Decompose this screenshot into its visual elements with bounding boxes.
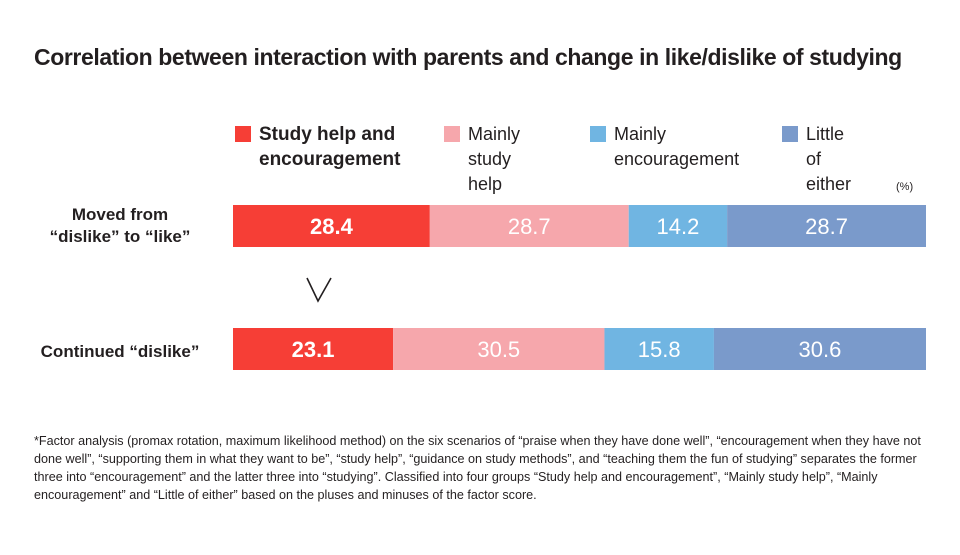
legend-swatch bbox=[444, 126, 460, 142]
legend-swatch bbox=[235, 126, 251, 142]
legend-label: Mainly encouragement bbox=[614, 124, 740, 169]
bar-segment-row1-series3 bbox=[713, 328, 926, 370]
footnote: *Factor analysis (promax rotation, maxim… bbox=[34, 434, 921, 502]
data-label-row1-series0: 23.1 bbox=[292, 337, 335, 362]
legend-label: Mainly study help bbox=[468, 124, 521, 194]
bar-segment-row0-series0 bbox=[233, 205, 430, 247]
data-label-row1-series2: 15.8 bbox=[638, 337, 681, 362]
bar-segment-row0-series3 bbox=[727, 205, 926, 247]
bar-segment-row1-series2 bbox=[604, 328, 714, 370]
data-label-row1-series1: 30.5 bbox=[477, 337, 520, 362]
comparison-symbol: ∨ bbox=[306, 277, 332, 303]
bar-segment-row0-series1 bbox=[429, 205, 629, 247]
legend-swatch bbox=[590, 126, 606, 142]
legend-swatch bbox=[782, 126, 798, 142]
row-label-continued-dislike: Continued “dislike” bbox=[40, 342, 200, 361]
unit-label: (%) bbox=[896, 181, 914, 193]
legend-label: Study help and encouragement bbox=[259, 124, 401, 170]
data-label-row0-series3: 28.7 bbox=[805, 214, 848, 239]
bar-segment-row1-series0 bbox=[233, 328, 394, 370]
data-label-row0-series2: 14.2 bbox=[656, 214, 699, 239]
data-label-row1-series3: 30.6 bbox=[799, 337, 842, 362]
chart-title: Correlation between interaction with par… bbox=[34, 44, 902, 70]
data-label-row0-series1: 28.7 bbox=[508, 214, 551, 239]
bar-segment-row0-series2 bbox=[628, 205, 728, 247]
legend-label: Little of either bbox=[806, 124, 852, 194]
bar-segment-row1-series1 bbox=[393, 328, 605, 370]
data-label-row0-series0: 28.4 bbox=[310, 214, 354, 239]
row-label-dislike-to-like: Moved from “dislike” to “like” bbox=[49, 205, 191, 246]
